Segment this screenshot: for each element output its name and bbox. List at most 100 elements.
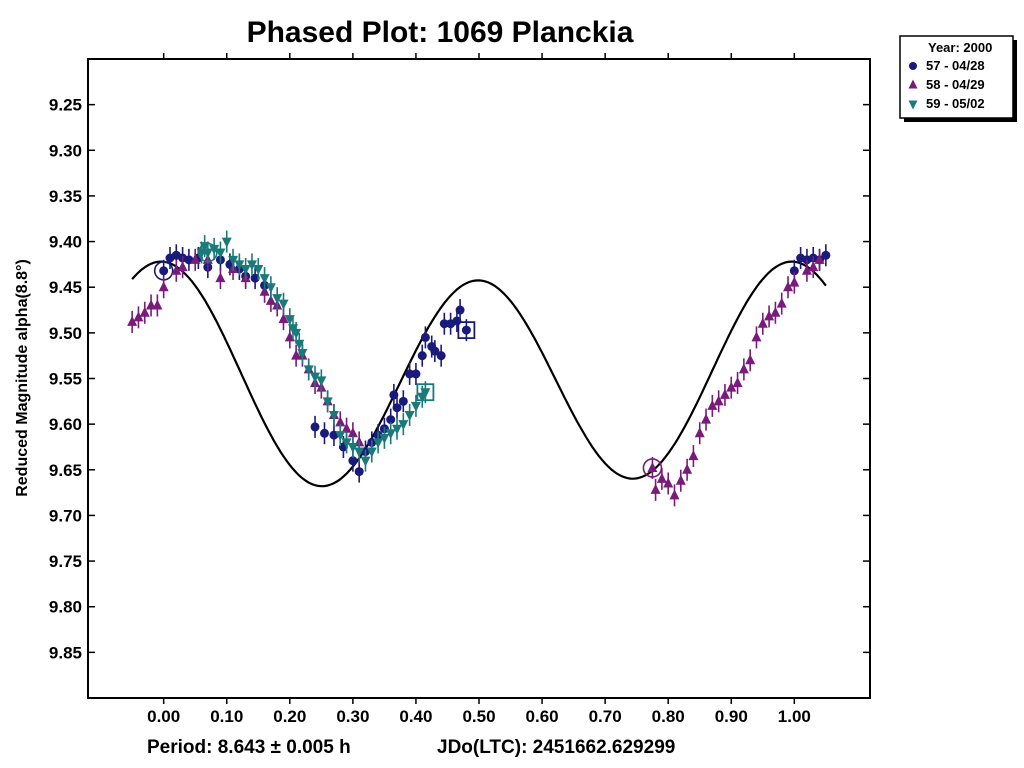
data-point bbox=[319, 428, 329, 438]
y-tick-label: 9.80 bbox=[49, 598, 82, 617]
data-point bbox=[410, 401, 421, 412]
data-point bbox=[821, 250, 831, 260]
x-tick-label: 0.70 bbox=[589, 707, 622, 726]
data-point bbox=[745, 354, 756, 365]
data-point bbox=[808, 261, 819, 272]
legend-entry-label: 59 - 05/02 bbox=[926, 96, 985, 111]
y-axis-label: Reduced Magnitude alpha(8.8°) bbox=[14, 259, 31, 497]
y-tick-label: 9.65 bbox=[49, 461, 82, 480]
x-axis: 0.00 0.10 0.20 0.30 0.40 0.50 0.60 0.70 0.80 0.90… bbox=[147, 53, 811, 726]
data-point bbox=[461, 325, 471, 335]
data-layer bbox=[127, 230, 831, 507]
x-tick-label: 0.30 bbox=[336, 707, 369, 726]
chart-title: Phased Plot: 1069 Planckia bbox=[247, 16, 634, 49]
data-point bbox=[669, 489, 680, 500]
x-tick-label: 0.00 bbox=[147, 707, 180, 726]
data-point bbox=[647, 461, 658, 472]
data-point bbox=[770, 306, 781, 317]
x-tick-label: 0.90 bbox=[715, 707, 748, 726]
data-point bbox=[417, 351, 427, 361]
data-point bbox=[272, 294, 283, 305]
data-point bbox=[455, 305, 465, 315]
data-point bbox=[159, 266, 169, 276]
data-point bbox=[682, 463, 693, 474]
data-point bbox=[814, 253, 825, 264]
y-tick-label: 9.85 bbox=[49, 643, 82, 662]
first-point-circle bbox=[642, 458, 663, 478]
data-point bbox=[215, 272, 226, 283]
data-point bbox=[127, 315, 138, 326]
data-point bbox=[139, 306, 150, 317]
data-point bbox=[278, 313, 289, 324]
data-point bbox=[688, 450, 699, 461]
data-point bbox=[776, 297, 787, 308]
data-point bbox=[373, 438, 384, 449]
data-point bbox=[719, 388, 730, 399]
data-point bbox=[732, 377, 743, 388]
data-point bbox=[347, 442, 358, 453]
legend-box bbox=[899, 35, 1014, 119]
data-point bbox=[389, 390, 399, 400]
data-point bbox=[757, 317, 768, 328]
x-tick-label: 0.20 bbox=[273, 707, 306, 726]
data-point bbox=[322, 397, 333, 408]
data-point bbox=[278, 299, 289, 310]
series-1 bbox=[153, 244, 831, 483]
data-point bbox=[783, 281, 794, 292]
data-point bbox=[908, 100, 918, 110]
data-point bbox=[234, 260, 245, 271]
data-point bbox=[209, 244, 220, 255]
data-point bbox=[360, 456, 371, 467]
legend-entry-label: 58 - 04/29 bbox=[926, 77, 985, 92]
data-point bbox=[386, 415, 396, 425]
legend-entries: 57 - 04/28 58 - 04/29 59 - 05/02 bbox=[908, 58, 985, 111]
data-point bbox=[202, 248, 213, 259]
data-point bbox=[259, 274, 270, 285]
series-2 bbox=[127, 248, 825, 507]
data-point bbox=[436, 351, 446, 361]
data-point bbox=[420, 388, 431, 399]
data-point bbox=[909, 62, 917, 70]
data-point bbox=[675, 474, 686, 485]
data-point bbox=[253, 264, 264, 275]
y-tick-label: 9.75 bbox=[49, 552, 82, 571]
y-tick-label: 9.70 bbox=[49, 506, 82, 525]
fit-curve bbox=[131, 260, 827, 488]
data-point bbox=[246, 260, 257, 271]
y-tick-label: 9.30 bbox=[49, 141, 82, 160]
data-point bbox=[310, 422, 320, 432]
data-point bbox=[152, 299, 163, 310]
data-point bbox=[801, 264, 812, 275]
data-point bbox=[297, 348, 308, 359]
data-point bbox=[354, 447, 365, 458]
data-point bbox=[701, 413, 712, 424]
data-point bbox=[764, 310, 775, 321]
x-tick-label: 0.80 bbox=[652, 707, 685, 726]
data-point bbox=[439, 319, 449, 329]
y-tick-label: 9.55 bbox=[49, 370, 82, 389]
data-point bbox=[707, 399, 718, 410]
data-point bbox=[348, 456, 358, 466]
data-point bbox=[908, 79, 918, 89]
data-point bbox=[385, 429, 396, 440]
fit-curve-layer bbox=[131, 260, 827, 488]
series-3 bbox=[196, 230, 435, 472]
data-point bbox=[656, 472, 667, 483]
data-point bbox=[221, 237, 232, 248]
data-point bbox=[335, 416, 346, 427]
data-point bbox=[663, 477, 674, 488]
data-point bbox=[347, 427, 358, 438]
data-point bbox=[713, 395, 724, 406]
data-point bbox=[265, 283, 276, 294]
data-point bbox=[405, 369, 415, 379]
data-point bbox=[430, 346, 440, 356]
last-point-square bbox=[416, 383, 435, 402]
data-point bbox=[398, 420, 409, 431]
x-tick-label: 0.50 bbox=[462, 707, 495, 726]
first-point-circle bbox=[198, 242, 218, 263]
data-point bbox=[420, 332, 430, 342]
data-point bbox=[240, 264, 251, 275]
y-tick-label: 9.35 bbox=[49, 187, 82, 206]
jd-label: JDo(LTC): 2451662.629299 bbox=[437, 737, 675, 758]
